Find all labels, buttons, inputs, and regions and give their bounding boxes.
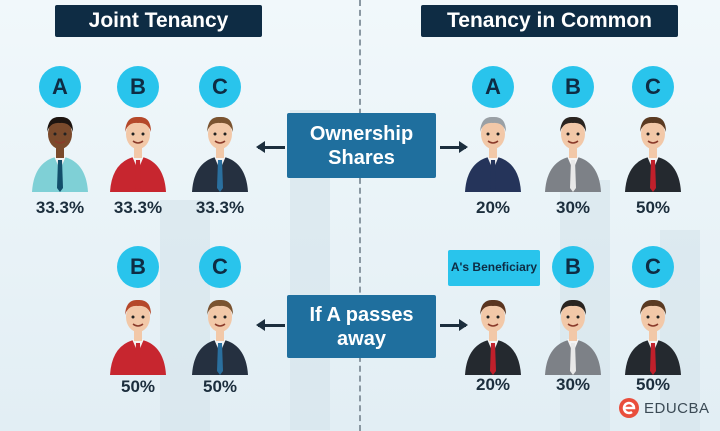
person-icon <box>545 116 601 192</box>
background-building <box>160 200 210 431</box>
person-icon <box>545 299 601 375</box>
educba-logo-icon <box>619 398 639 418</box>
person-icon <box>465 116 521 192</box>
tenancy-in-common-title: Tenancy in Common <box>421 5 678 37</box>
ownership-share-value: 50% <box>202 377 238 396</box>
ownership-share-value: 30% <box>555 375 591 394</box>
if-a-passes-away-box: If A passes away <box>287 295 436 358</box>
right-arrow-icon <box>440 319 468 331</box>
person-b-badge: B <box>552 246 594 288</box>
person-b-badge: B <box>117 66 159 108</box>
ownership-share-value: 50% <box>120 377 156 396</box>
ownership-share-value: 20% <box>475 198 511 217</box>
person-c-badge: C <box>632 66 674 108</box>
person-b-badge: B <box>552 66 594 108</box>
ownership-share-value: 20% <box>475 375 511 394</box>
beneficiary-label: A's Beneficiary <box>448 250 540 286</box>
joint-tenancy-title: Joint Tenancy <box>55 5 262 37</box>
brand-text: EDUCBA <box>644 399 710 417</box>
right-arrow-icon <box>440 141 468 153</box>
ownership-share-value: 50% <box>635 198 671 217</box>
ownership-shares-box: Ownership Shares <box>287 113 436 178</box>
ownership-share-value: 33.3% <box>195 198 245 217</box>
person-c-badge: C <box>632 246 674 288</box>
person-icon <box>192 299 248 375</box>
person-icon <box>625 116 681 192</box>
person-c-badge: C <box>199 66 241 108</box>
ownership-share-value: 33.3% <box>35 198 85 217</box>
ownership-share-value: 33.3% <box>113 198 163 217</box>
person-a-badge: A <box>472 66 514 108</box>
person-icon <box>625 299 681 375</box>
ownership-share-value: 30% <box>555 198 591 217</box>
person-icon <box>32 116 88 192</box>
person-a-badge: A <box>39 66 81 108</box>
educba-logo: EDUCBA <box>618 397 710 419</box>
person-c-badge: C <box>199 246 241 288</box>
left-arrow-icon <box>256 141 285 153</box>
ownership-share-value: 50% <box>635 375 671 394</box>
person-icon <box>465 299 521 375</box>
left-arrow-icon <box>256 319 285 331</box>
person-icon <box>110 116 166 192</box>
dashed-divider <box>359 0 361 431</box>
person-icon <box>192 116 248 192</box>
person-b-badge: B <box>117 246 159 288</box>
person-icon <box>110 299 166 375</box>
